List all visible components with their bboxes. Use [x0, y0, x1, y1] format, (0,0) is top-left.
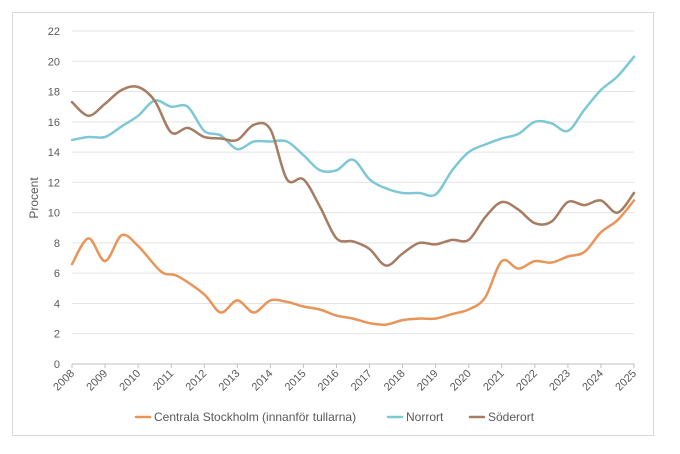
y-tick-label: 16: [48, 117, 60, 129]
x-tick-label: 2020: [448, 368, 474, 394]
y-tick-label: 6: [54, 268, 60, 280]
gridlines: [72, 30, 634, 365]
x-tick-label: 2019: [415, 368, 441, 394]
legend-label: Söderort: [488, 410, 535, 424]
y-tick-label: 18: [48, 87, 60, 99]
x-tick-label: 2018: [382, 368, 408, 394]
series-lines: [70, 55, 636, 326]
x-tick-label: 2014: [250, 368, 276, 394]
x-tick-label: 2022: [514, 368, 540, 394]
y-tick-label: 20: [48, 56, 60, 68]
legend: Centrala Stockholm (innanför tullarna) No…: [134, 410, 535, 424]
y-tick-label: 10: [48, 208, 60, 220]
y-tick-label: 22: [48, 26, 60, 38]
series-line-1: [70, 55, 636, 198]
x-tick-label: 2009: [84, 368, 110, 394]
x-tick-label: 2024: [580, 368, 606, 394]
x-axis-ticks: 2008 2009 2010 2011 2012 2013 2014 2015 2016 2017…: [51, 364, 639, 393]
x-tick-label: 2010: [117, 368, 143, 394]
y-axis-ticks: 0 2 4 6 8 10 12 14 16 18 20 22: [48, 26, 60, 371]
y-tick-label: 8: [54, 238, 60, 250]
x-tick-label: 2013: [217, 368, 243, 394]
y-tick-label: 4: [54, 298, 60, 310]
x-tick-label: 2023: [547, 368, 573, 394]
x-tick-label: 2016: [316, 368, 342, 394]
x-tick-label: 2017: [349, 368, 375, 394]
series-line-2: [70, 85, 636, 267]
x-tick-label: 2011: [151, 368, 176, 393]
y-tick-label: 14: [48, 147, 60, 159]
x-tick-label: 2015: [283, 368, 309, 394]
x-tick-label: 2012: [184, 368, 210, 394]
y-axis-label: Procent: [27, 177, 41, 219]
series-line-0: [70, 199, 636, 326]
y-tick-label: 0: [54, 359, 60, 371]
y-tick-label: 2: [54, 329, 60, 341]
x-tick-label: 2008: [51, 368, 77, 394]
y-tick-label: 12: [48, 177, 60, 189]
legend-label: Norrort: [406, 410, 444, 424]
x-tick-label: 2025: [613, 368, 639, 394]
legend-label: Centrala Stockholm (innanför tullarna): [154, 410, 356, 424]
x-tick-label: 2021: [481, 368, 507, 394]
